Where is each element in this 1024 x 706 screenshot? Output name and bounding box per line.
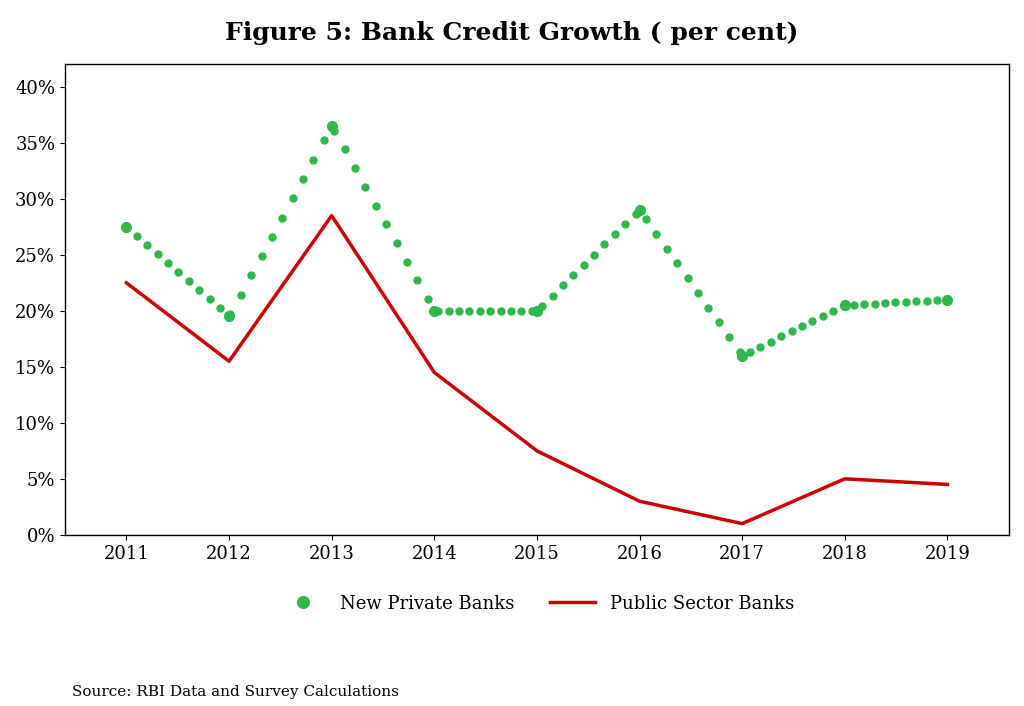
Public Sector Banks (941, 480, 953, 489)
Public Sector Banks (223, 357, 236, 366)
Line: Public Sector Banks: Public Sector Banks (126, 215, 947, 524)
Text: Source: RBI Data and Survey Calculations: Source: RBI Data and Survey Calculations (72, 685, 398, 699)
Public Sector Banks (634, 497, 646, 505)
Public Sector Banks (839, 474, 851, 483)
Public Sector Banks (530, 447, 543, 455)
Public Sector Banks (736, 520, 749, 528)
New Private Banks (223, 312, 236, 321)
Text: Figure 5: Bank Credit Growth ( per cent): Figure 5: Bank Credit Growth ( per cent) (225, 21, 799, 45)
New Private Banks (839, 301, 851, 309)
New Private Banks (428, 306, 440, 315)
New Private Banks (530, 306, 543, 315)
Public Sector Banks (120, 279, 132, 287)
Public Sector Banks (428, 369, 440, 377)
Public Sector Banks (326, 211, 338, 220)
Legend: New Private Banks, Public Sector Banks: New Private Banks, Public Sector Banks (272, 587, 801, 620)
New Private Banks (326, 121, 338, 130)
New Private Banks (120, 222, 132, 231)
New Private Banks (736, 352, 749, 360)
New Private Banks (634, 205, 646, 214)
Line: New Private Banks: New Private Banks (122, 121, 952, 361)
New Private Banks (941, 295, 953, 304)
